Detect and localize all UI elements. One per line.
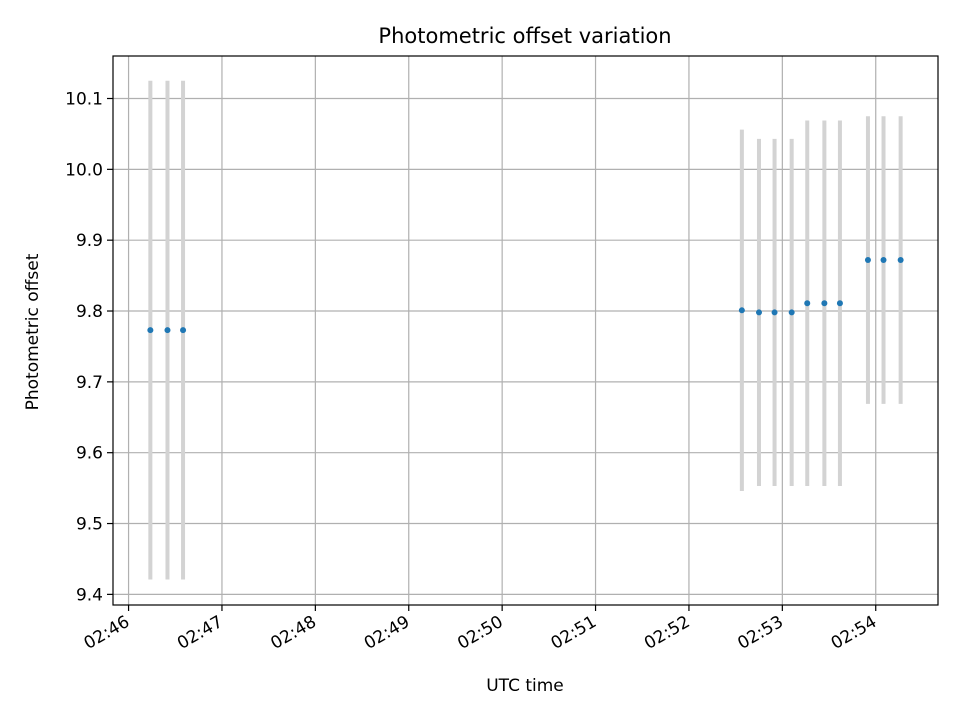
- x-tick-label: 02:47: [174, 612, 226, 654]
- data-points: [147, 257, 904, 334]
- data-point: [771, 309, 778, 316]
- data-point: [164, 327, 171, 334]
- x-axis: 02:46 02:47 02:48 02:49 02:50 02:51 02:52 02:53…: [81, 605, 880, 654]
- y-tick-label: 9.9: [76, 231, 103, 251]
- chart-title: Photometric offset variation: [378, 24, 671, 48]
- x-tick-label: 02:49: [361, 612, 413, 654]
- y-axis-label: Photometric offset: [23, 253, 43, 410]
- y-tick-label: 9.4: [76, 585, 103, 605]
- data-point: [804, 300, 811, 307]
- data-point: [147, 327, 154, 334]
- data-point: [880, 257, 887, 264]
- data-point: [897, 257, 904, 264]
- y-tick-label: 9.5: [76, 515, 103, 535]
- y-axis: 9.4 9.5 9.6 9.7 9.8 9.9 10.0 10.1: [65, 90, 113, 605]
- plot-frame: [112, 55, 939, 606]
- x-axis-label: UTC time: [486, 676, 564, 696]
- data-point: [755, 309, 762, 316]
- y-tick-label: 9.6: [76, 444, 103, 464]
- x-tick-label: 02:51: [548, 612, 600, 654]
- error-bars: [148, 80, 903, 580]
- x-tick-label: 02:52: [641, 612, 693, 654]
- data-point: [738, 307, 745, 314]
- x-tick-label: 02:46: [81, 612, 133, 654]
- x-tick-label: 02:53: [734, 612, 786, 654]
- x-tick-label: 02:48: [267, 612, 319, 654]
- data-point: [821, 300, 828, 307]
- x-tick-label: 02:50: [454, 612, 506, 654]
- y-tick-label: 10.1: [65, 90, 103, 110]
- data-point: [836, 300, 843, 307]
- y-tick-label: 10.0: [65, 160, 103, 180]
- data-point: [864, 257, 871, 264]
- x-tick-label: 02:54: [828, 612, 880, 654]
- y-tick-label: 9.8: [76, 302, 103, 322]
- data-point: [788, 309, 795, 316]
- data-point: [180, 327, 187, 334]
- y-tick-label: 9.7: [76, 373, 103, 393]
- grid: [113, 56, 938, 605]
